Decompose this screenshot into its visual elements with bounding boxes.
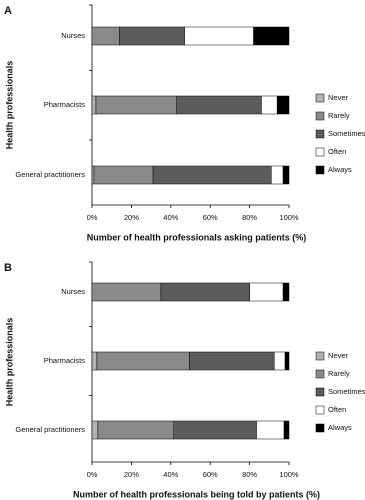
y-axis-label: Health professionals xyxy=(4,318,14,407)
category-label: General practitioners xyxy=(15,425,85,434)
legend-swatch xyxy=(315,405,325,415)
bar-segment xyxy=(91,351,98,371)
legend-swatch xyxy=(315,387,325,397)
x-tick-label: 60% xyxy=(203,470,218,479)
category-label: Pharmacists xyxy=(44,356,86,365)
bar-segment xyxy=(249,282,284,302)
x-tick-label: 80% xyxy=(242,470,257,479)
legend-label: Rarely xyxy=(328,111,350,120)
bar-segment xyxy=(91,26,120,46)
x-tick-label: 80% xyxy=(242,213,257,222)
bar-segment xyxy=(261,95,278,115)
bar-segment xyxy=(160,282,250,302)
bar-segment xyxy=(282,165,290,185)
bar-segment xyxy=(173,420,257,440)
x-tick-label: 60% xyxy=(203,213,218,222)
bar-segment xyxy=(282,282,290,302)
bar-segment xyxy=(91,282,162,302)
x-tick-label: 0% xyxy=(87,213,98,222)
category-label: Nurses xyxy=(61,31,85,40)
legend-label: Often xyxy=(328,147,346,156)
legend-swatch xyxy=(315,369,325,379)
x-tick-label: 40% xyxy=(163,470,178,479)
category-label: General practitioners xyxy=(15,170,85,179)
bar-segment xyxy=(96,351,190,371)
bar-segment xyxy=(189,351,275,371)
legend-label: Always xyxy=(328,423,352,432)
x-tick-label: 20% xyxy=(124,213,139,222)
legend-label: Often xyxy=(328,405,346,414)
bar-segment xyxy=(184,26,254,46)
legend-label: Always xyxy=(328,165,352,174)
legend-swatch xyxy=(315,111,325,121)
legend-swatch xyxy=(315,423,325,433)
category-label: Nurses xyxy=(61,287,85,296)
bar-segment xyxy=(95,95,177,115)
legend-swatch xyxy=(315,129,325,139)
legend-label: Never xyxy=(328,93,349,102)
category-label: Pharmacists xyxy=(44,100,86,109)
bar-segment xyxy=(119,26,185,46)
x-tick-label: 20% xyxy=(124,470,139,479)
x-tick-label: 0% xyxy=(87,470,98,479)
bar-segment xyxy=(152,165,272,185)
bar-segment xyxy=(91,165,95,185)
bar-segment xyxy=(271,165,284,185)
y-axis-label: Health professionals xyxy=(4,61,14,150)
legend-label: Sometimes xyxy=(328,129,365,138)
legend-swatch xyxy=(315,165,325,175)
legend-swatch xyxy=(315,93,325,103)
x-tick-label: 100% xyxy=(279,213,299,222)
bar-segment xyxy=(91,420,99,440)
legend-label: Sometimes xyxy=(328,387,365,396)
x-tick-label: 40% xyxy=(163,213,178,222)
bar-segment xyxy=(97,420,175,440)
bar-segment xyxy=(176,95,262,115)
panel-label: B xyxy=(4,262,12,274)
x-axis-label: Number of health professionals being tol… xyxy=(73,489,320,499)
legend-swatch xyxy=(315,351,325,361)
bar-segment xyxy=(276,95,290,115)
bar-segment xyxy=(283,420,290,440)
legend-label: Never xyxy=(328,351,349,360)
bar-segment xyxy=(273,351,286,371)
x-axis-label: Number of health professionals asking pa… xyxy=(87,232,307,242)
bar-segment xyxy=(284,351,290,371)
legend-swatch xyxy=(315,147,325,157)
bar-segment xyxy=(93,165,154,185)
x-tick-label: 100% xyxy=(279,470,299,479)
bar-segment xyxy=(256,420,285,440)
bar-segment xyxy=(253,26,290,46)
panel-label: A xyxy=(4,5,12,17)
bar-segment xyxy=(91,95,97,115)
legend-label: Rarely xyxy=(328,369,350,378)
